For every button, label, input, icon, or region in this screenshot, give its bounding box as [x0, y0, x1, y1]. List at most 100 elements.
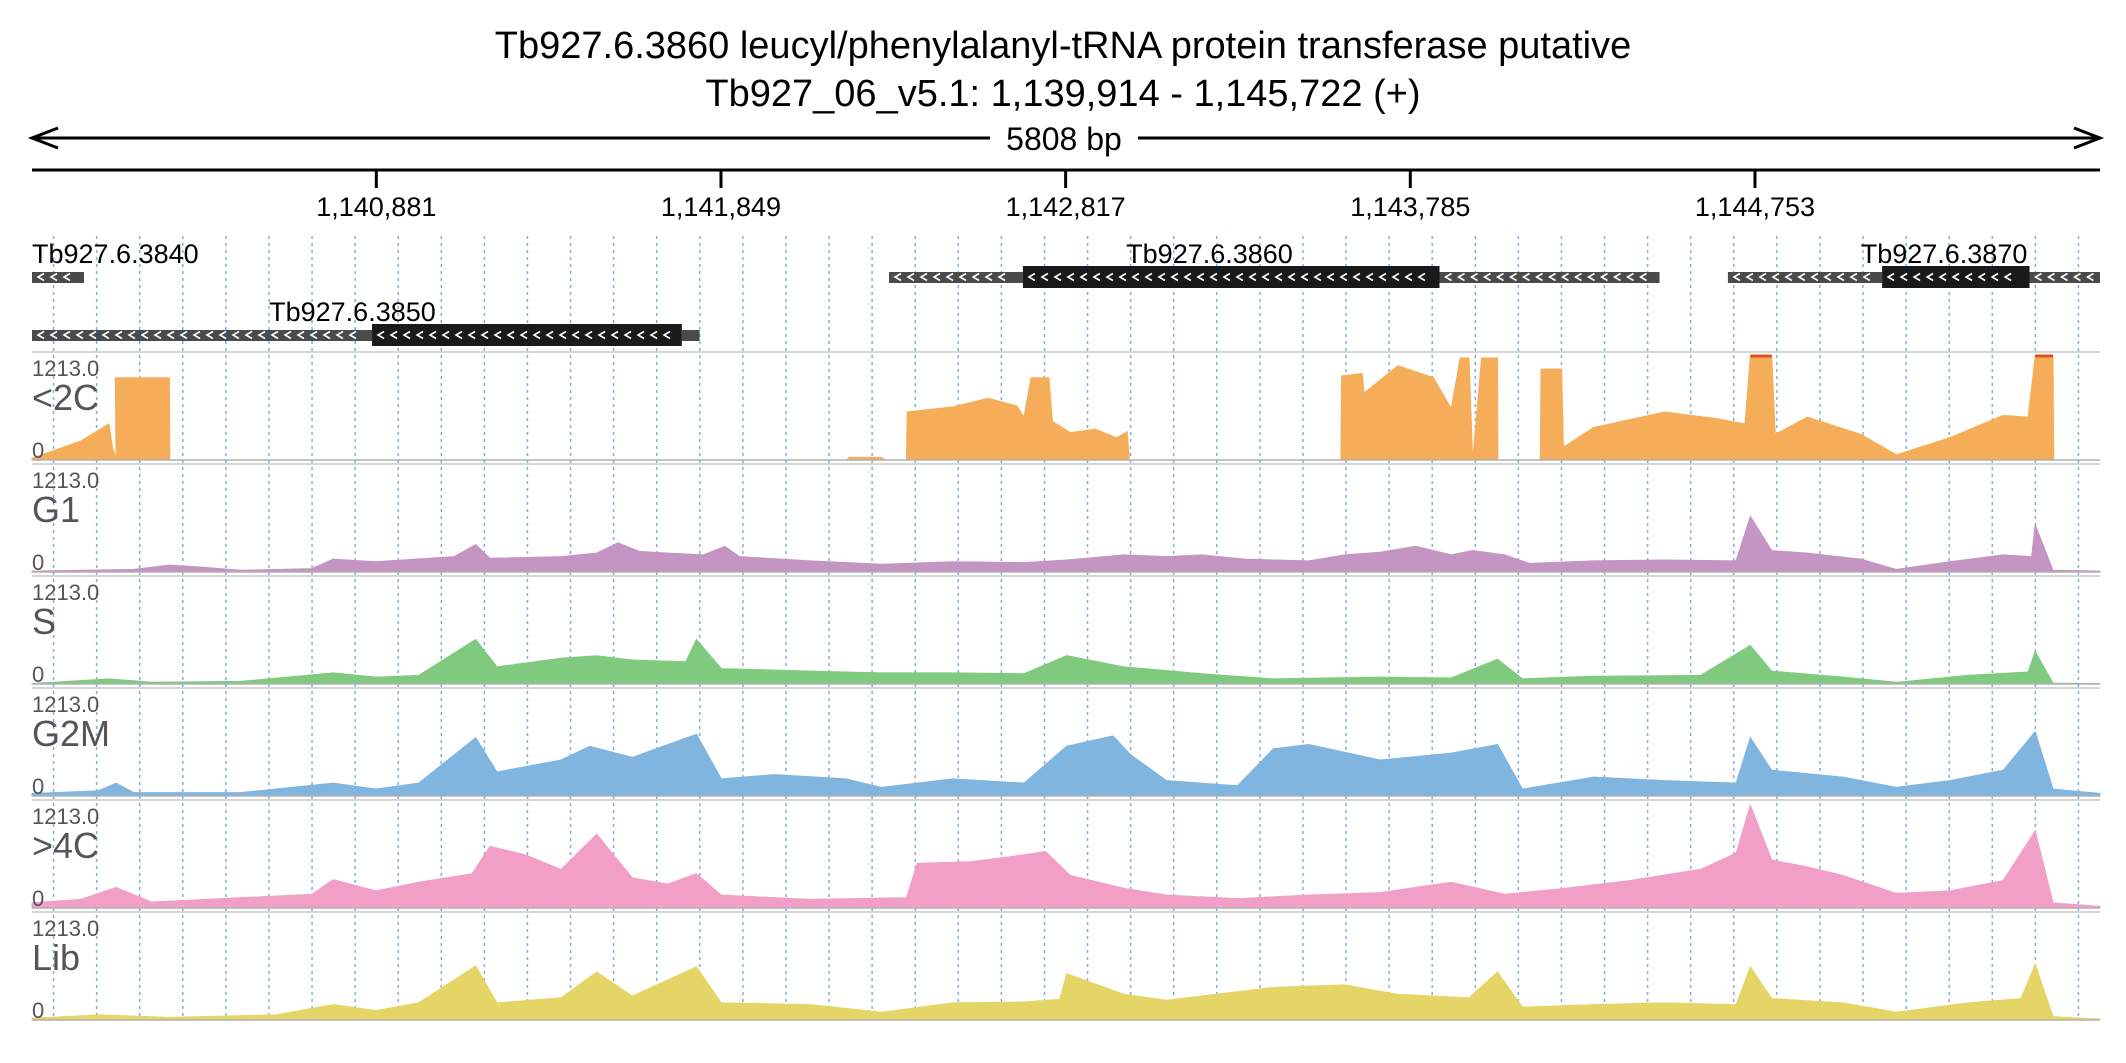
strand-chevron: [1625, 272, 1634, 282]
strand-chevron: [1886, 272, 1895, 282]
strand-chevron: [662, 330, 671, 340]
strand-chevron: [244, 330, 253, 340]
gene-cds-3-0: [1882, 266, 2030, 288]
strand-chevron: [1547, 272, 1556, 282]
strand-chevron: [2003, 272, 2012, 282]
strand-chevron: [2033, 272, 2042, 282]
gene-utr-1-0: [32, 330, 373, 341]
strand-chevron: [1823, 272, 1832, 282]
strand-chevron: [1456, 272, 1465, 282]
strand-chevron: [1899, 272, 1908, 282]
strand-chevron: [1810, 272, 1819, 282]
strand-chevron: [584, 330, 593, 340]
strand-chevron: [270, 330, 279, 340]
strand-chevron: [1758, 272, 1767, 282]
strand-chevron: [1573, 272, 1582, 282]
strand-chevron: [36, 272, 45, 282]
strand-chevron: [1443, 272, 1452, 282]
strand-chevron: [1326, 272, 1335, 282]
strand-chevron: [335, 330, 344, 340]
strand-chevron: [1209, 272, 1218, 282]
strand-chevron: [1925, 272, 1934, 282]
strand-chevron: [636, 330, 645, 340]
strand-chevron: [545, 330, 554, 340]
track-name-3: G2M: [32, 713, 110, 754]
strand-chevron: [1732, 272, 1741, 282]
strand-chevron: [1365, 272, 1374, 282]
strand-chevron: [2072, 272, 2081, 282]
strand-chevron: [402, 330, 411, 340]
track-zero-label-3: 0: [32, 774, 44, 799]
track-name-1: G1: [32, 489, 80, 530]
strand-chevron: [610, 330, 619, 340]
strand-chevron: [1131, 272, 1140, 282]
x-tick-label-1: 1,141,849: [661, 192, 781, 222]
strand-chevron: [1053, 272, 1062, 282]
strand-chevron: [1784, 272, 1793, 282]
strand-chevron: [296, 330, 305, 340]
strand-chevron: [205, 330, 214, 340]
strand-chevron: [2046, 272, 2055, 282]
strand-chevron: [1862, 272, 1871, 282]
strand-chevron: [2059, 272, 2068, 282]
track-area-1: [31, 515, 2101, 573]
strand-chevron: [192, 330, 201, 340]
strand-chevron: [454, 330, 463, 340]
strand-chevron: [415, 330, 424, 340]
strand-chevron: [348, 330, 357, 340]
strand-chevron: [62, 272, 71, 282]
strand-chevron: [571, 330, 580, 340]
chart-title: Tb927.6.3860 leucyl/phenylalanyl-tRNA pr…: [495, 25, 1631, 67]
track-name-5: Lib: [32, 937, 80, 978]
gene-cds-1-0: [372, 324, 682, 346]
strand-chevron: [1118, 272, 1127, 282]
strand-chevron: [1938, 272, 1947, 282]
strand-chevron: [1352, 272, 1361, 282]
strand-chevron: [1404, 272, 1413, 282]
strand-chevron: [1274, 272, 1283, 282]
strand-chevron: [389, 330, 398, 340]
x-tick-label-0: 1,140,881: [316, 192, 436, 222]
strand-chevron: [984, 272, 993, 282]
strand-chevron: [1313, 272, 1322, 282]
strand-chevron: [1066, 272, 1075, 282]
strand-chevron: [1469, 272, 1478, 282]
strand-chevron: [1797, 272, 1806, 282]
chart-subtitle: Tb927_06_v5.1: 1,139,914 - 1,145,722 (+): [705, 73, 1420, 115]
track-area-2: [31, 638, 2101, 685]
track-area-0: [31, 355, 2100, 461]
strand-chevron: [558, 330, 567, 340]
track-area-5: [31, 962, 2101, 1021]
strand-chevron: [932, 272, 941, 282]
strand-chevron: [257, 330, 266, 340]
track-area-3: [31, 730, 2101, 797]
strand-chevron: [649, 330, 658, 340]
strand-chevron: [218, 330, 227, 340]
strand-chevron: [140, 330, 149, 340]
strand-chevron: [893, 272, 902, 282]
strand-chevron: [480, 330, 489, 340]
strand-chevron: [958, 272, 967, 282]
strand-chevron: [1391, 272, 1400, 282]
track-zero-label-5: 0: [32, 998, 44, 1023]
strand-chevron: [1977, 272, 1986, 282]
strand-chevron: [1261, 272, 1270, 282]
gene-label-2: Tb927.6.3860: [1126, 239, 1293, 269]
strand-chevron: [1612, 272, 1621, 282]
strand-chevron: [127, 330, 136, 340]
strand-chevron: [1586, 272, 1595, 282]
strand-chevron: [1079, 272, 1088, 282]
strand-chevron: [997, 272, 1006, 282]
strand-chevron: [1040, 272, 1049, 282]
gene-label-3: Tb927.6.3870: [1861, 239, 2028, 269]
strand-chevron: [166, 330, 175, 340]
span-arrow-left: [27, 126, 59, 150]
strand-chevron: [376, 330, 385, 340]
strand-chevron: [428, 330, 437, 340]
strand-chevron: [309, 330, 318, 340]
x-tick-label-4: 1,144,753: [1695, 192, 1815, 222]
strand-chevron: [1560, 272, 1569, 282]
strand-chevron: [1951, 272, 1960, 282]
strand-chevron: [1495, 272, 1504, 282]
